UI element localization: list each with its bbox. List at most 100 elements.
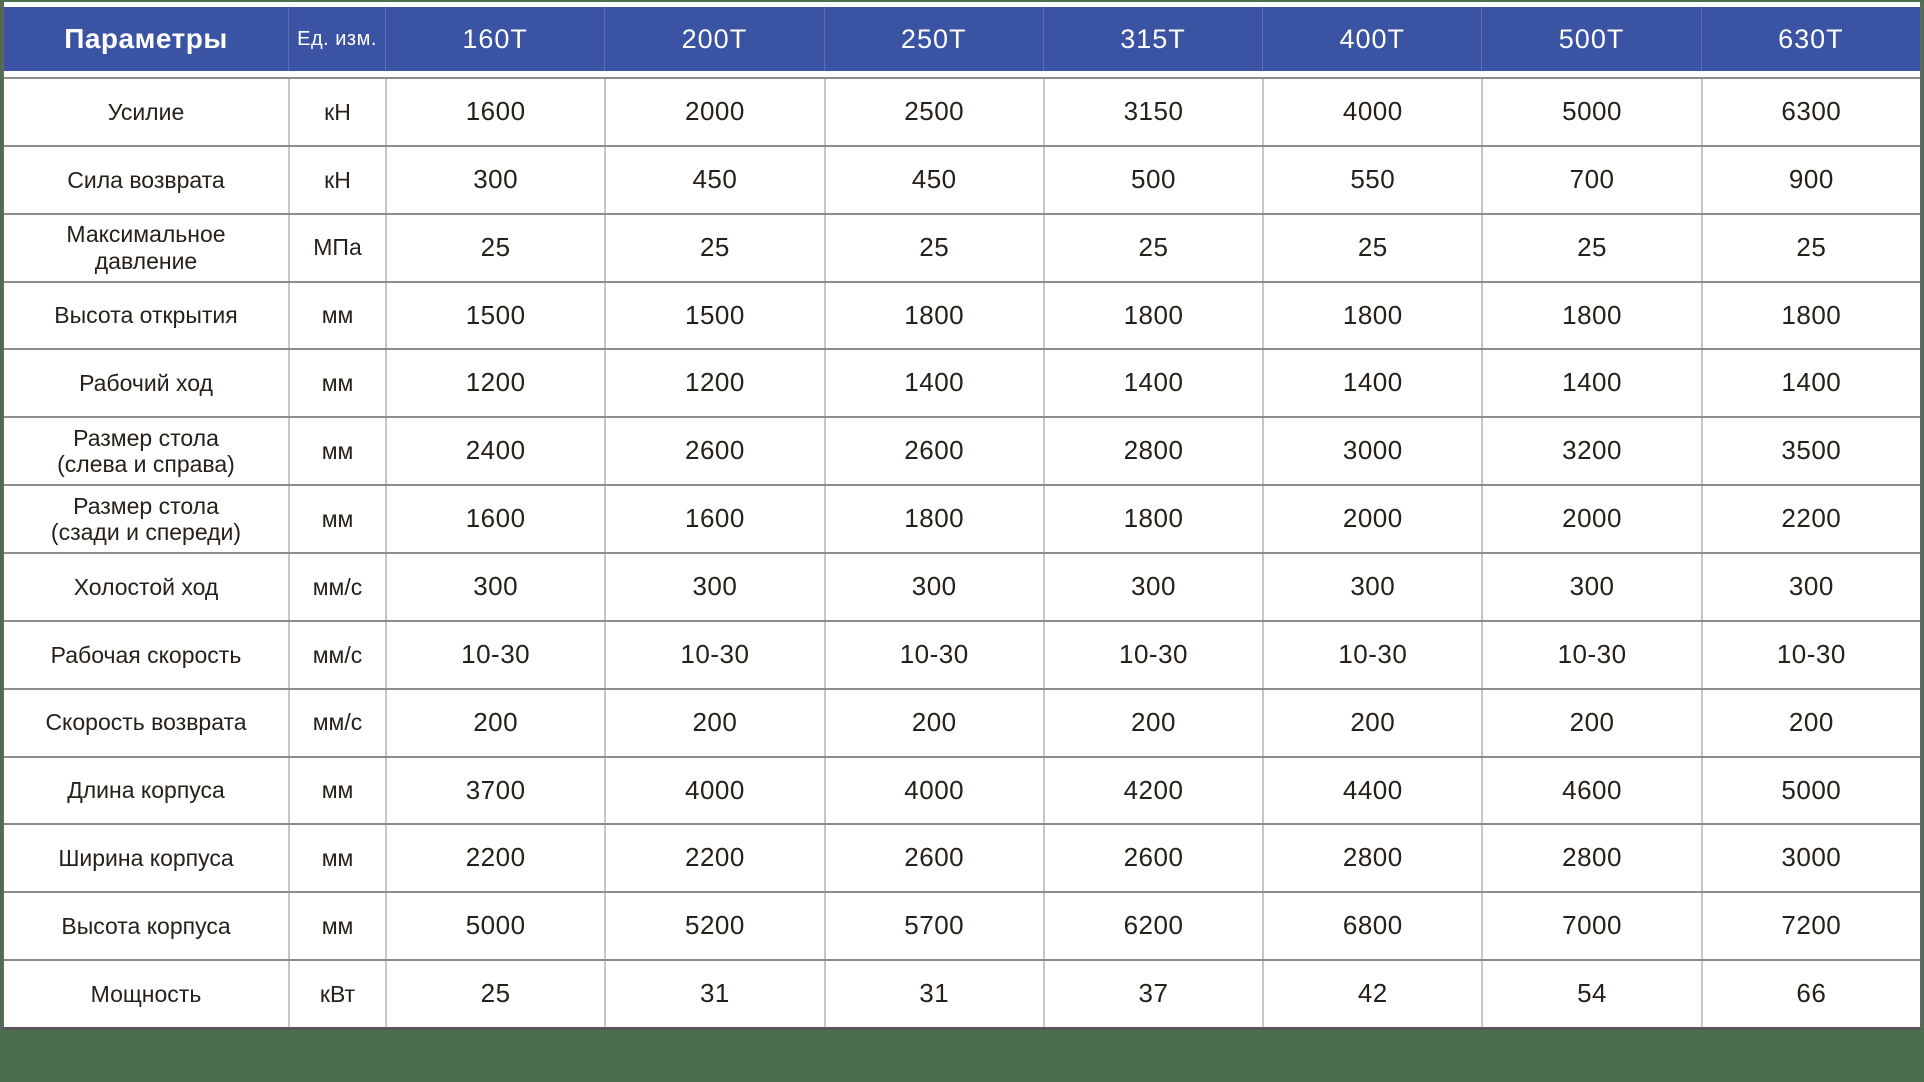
value-cell: 4400	[1262, 757, 1481, 824]
value-cell: 25	[1700, 214, 1920, 281]
value-cell: 1200	[385, 350, 604, 417]
value-cell: 1400	[1481, 350, 1700, 417]
table-row: Рабочий ход мм 1200 1200 1400 1400 1400 1400 140…	[4, 348, 1920, 417]
value-cell: 2200	[385, 825, 604, 892]
value-cell: 2600	[604, 418, 823, 485]
unit-cell: мм	[288, 486, 385, 553]
table-row: Высота открытия мм 1500 1500 1800 1800 1800 180…	[4, 280, 1920, 349]
value-cell: 2600	[823, 418, 1043, 485]
value-cell: 25	[1262, 214, 1481, 281]
value-cell: 3500	[1700, 418, 1920, 485]
value-cell: 7000	[1481, 893, 1700, 960]
value-cell: 5000	[385, 893, 604, 960]
param-label: Сила возврата	[67, 166, 225, 193]
param-cell: Усилие	[4, 79, 288, 145]
value-cell: 1400	[823, 350, 1043, 417]
unit-cell: мм	[288, 893, 385, 960]
param-label-line2: давление	[94, 247, 198, 274]
unit-cell: мм/с	[288, 689, 385, 756]
value-cell: 10-30	[1700, 621, 1920, 688]
value-cell: 66	[1700, 961, 1920, 1028]
table-row: Усилие кН 1600 2000 2500 3150 4000 5000 6300	[4, 77, 1920, 145]
value-cell: 1600	[385, 79, 604, 145]
value-cell: 2800	[1262, 825, 1481, 892]
value-cell: 2000	[1481, 486, 1700, 553]
unit-cell: мм/с	[288, 554, 385, 620]
header-model-2: 200Т	[604, 7, 823, 71]
value-cell: 10-30	[1481, 621, 1700, 688]
value-cell: 5000	[1700, 757, 1920, 824]
value-cell: 2000	[1262, 486, 1481, 553]
table-row: Рабочая скорость мм/с 10-30 10-30 10-30 10-30…	[4, 619, 1920, 688]
param-cell: Скорость возврата	[4, 690, 288, 756]
unit-cell: мм	[288, 825, 385, 892]
param-label: Размер стола	[73, 424, 219, 451]
value-cell: 2500	[823, 79, 1043, 145]
value-cell: 4000	[1262, 79, 1481, 145]
value-cell: 5000	[1481, 79, 1700, 145]
value-cell: 300	[604, 554, 823, 620]
value-cell: 1500	[385, 282, 604, 349]
value-cell: 1800	[1262, 282, 1481, 349]
value-cell: 3000	[1700, 825, 1920, 892]
value-cell: 1800	[1042, 282, 1262, 349]
value-cell: 2200	[604, 825, 823, 892]
param-cell: Сила возврата	[4, 147, 288, 213]
value-cell: 900	[1700, 146, 1920, 213]
value-cell: 550	[1262, 146, 1481, 213]
value-cell: 1800	[1481, 282, 1700, 349]
table-row: Размер стола (слева и справа) мм 2400 2600 26…	[4, 416, 1920, 485]
param-cell: Размер стола (слева и справа)	[4, 418, 288, 484]
value-cell: 6800	[1262, 893, 1481, 960]
unit-cell: кН	[288, 146, 385, 213]
value-cell: 25	[1042, 214, 1262, 281]
value-cell: 1400	[1262, 350, 1481, 417]
param-label: Высота открытия	[54, 302, 238, 329]
value-cell: 200	[823, 689, 1043, 756]
header-model-6: 500Т	[1481, 7, 1700, 71]
param-cell: Ширина корпуса	[4, 825, 288, 891]
value-cell: 3200	[1481, 418, 1700, 485]
value-cell: 1500	[604, 282, 823, 349]
unit-cell: кН	[288, 79, 385, 145]
bottom-green-bar	[0, 1033, 1924, 1082]
param-cell: Длина корпуса	[4, 758, 288, 824]
value-cell: 1800	[823, 282, 1043, 349]
param-label: Размер стола	[73, 492, 219, 519]
table-row: Ширина корпуса мм 2200 2200 2600 2600 2800 2800…	[4, 823, 1920, 892]
value-cell: 10-30	[1262, 621, 1481, 688]
param-cell: Высота открытия	[4, 283, 288, 349]
value-cell: 31	[604, 961, 823, 1028]
value-cell: 4600	[1481, 757, 1700, 824]
value-cell: 300	[1700, 554, 1920, 620]
value-cell: 200	[385, 689, 604, 756]
value-cell: 450	[823, 146, 1043, 213]
param-cell: Рабочий ход	[4, 350, 288, 416]
value-cell: 3150	[1042, 79, 1262, 145]
value-cell: 450	[604, 146, 823, 213]
value-cell: 3000	[1262, 418, 1481, 485]
value-cell: 37	[1042, 961, 1262, 1028]
param-label-line2: (слева и справа)	[57, 451, 235, 478]
param-label: Скорость возврата	[45, 709, 247, 736]
unit-cell: мм	[288, 418, 385, 485]
unit-cell: мм	[288, 282, 385, 349]
value-cell: 4000	[823, 757, 1043, 824]
value-cell: 31	[823, 961, 1043, 1028]
unit-cell: мм	[288, 757, 385, 824]
table-body: Усилие кН 1600 2000 2500 3150 4000 5000 6300 Сила…	[4, 77, 1920, 1028]
value-cell: 7200	[1700, 893, 1920, 960]
param-cell: Рабочая скорость	[4, 622, 288, 688]
value-cell: 2800	[1042, 418, 1262, 485]
param-cell: Размер стола (сзади и спереди)	[4, 486, 288, 552]
param-label: Рабочий ход	[79, 370, 213, 397]
value-cell: 300	[385, 146, 604, 213]
value-cell: 300	[1262, 554, 1481, 620]
value-cell: 200	[604, 689, 823, 756]
table-row: Высота корпуса мм 5000 5200 5700 6200 6800 7000…	[4, 891, 1920, 960]
table-row: Длина корпуса мм 3700 4000 4000 4200 4400 4600 5…	[4, 755, 1920, 824]
value-cell: 5700	[823, 893, 1043, 960]
param-cell: Мощность	[4, 961, 288, 1027]
table-row: Размер стола (сзади и спереди) мм 1600 1600 1…	[4, 484, 1920, 553]
